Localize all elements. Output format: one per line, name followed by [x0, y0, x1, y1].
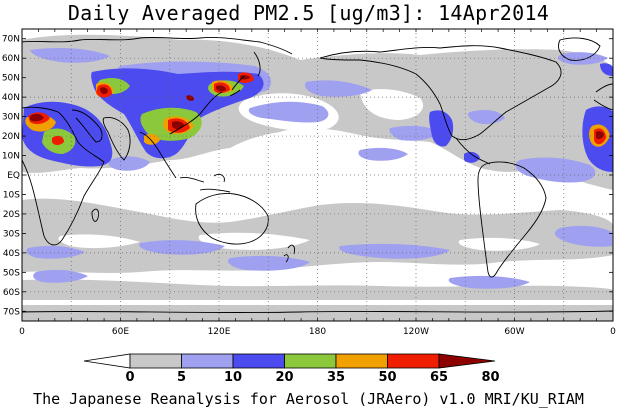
lon-label: 120W [403, 327, 429, 337]
colorbar-label: 5 [177, 370, 186, 385]
lon-label: 120E [208, 327, 231, 337]
lat-label: 70N [2, 35, 20, 45]
map-graticule [22, 29, 613, 321]
colorbar-swatch [284, 353, 337, 369]
lon-label: 60E [112, 327, 129, 337]
latitude-labels: 70N 60N 50N 40N 30N 20N 10N EQ 10S 20S 30S 40S 50S 60… [2, 35, 613, 317]
lat-label: 50S [3, 268, 20, 278]
colorbar-swatch [129, 353, 182, 369]
colorbar-over-triangle [438, 353, 496, 369]
lon-label: 60W [504, 327, 524, 337]
lat-label: 40N [2, 93, 20, 103]
lon-label: 0 [19, 327, 25, 337]
colorbar-label: 35 [327, 370, 345, 385]
lon-label: 180 [309, 327, 326, 337]
map-title: Daily Averaged PM2.5 [ug/m3]: 14Apr2014 [67, 1, 550, 25]
lat-label: 60S [3, 288, 20, 298]
lat-label: 30N [2, 113, 20, 123]
lat-label: 70S [3, 307, 20, 317]
lat-label: EQ [7, 171, 20, 181]
colorbar-swatch [181, 353, 234, 369]
lat-label: 20N [2, 132, 20, 142]
colorbar: 0 5 10 20 35 50 65 80 [83, 353, 500, 385]
lat-label: 10S [3, 190, 20, 200]
colorbar-swatch [335, 353, 388, 369]
colorbar-label: 80 [481, 370, 499, 385]
lat-label: 40S [3, 249, 20, 259]
lat-label: 20S [3, 210, 20, 220]
data-credit: The Japanese Reanalysis for Aerosol (JRA… [33, 390, 584, 408]
colorbar-label: 20 [275, 370, 293, 385]
lat-label: 50N [2, 74, 20, 84]
lat-label: 60N [2, 54, 20, 64]
colorbar-under-triangle [83, 353, 131, 369]
lon-label: 0 [610, 327, 616, 337]
lat-label: 30S [3, 229, 20, 239]
lat-label: 10N [2, 152, 20, 162]
colorbar-swatch [387, 353, 440, 369]
pm25-field [22, 29, 613, 321]
colorbar-swatch [232, 353, 285, 369]
pm25-level-80 [30, 75, 604, 139]
colorbar-label: 65 [430, 370, 448, 385]
pm25-level-10 [26, 48, 612, 289]
colorbar-label: 10 [224, 370, 242, 385]
colorbar-label: 0 [125, 370, 134, 385]
colorbar-label: 50 [378, 370, 396, 385]
longitude-labels: 0 60E 120E 180 120W 60W 0 [19, 29, 616, 337]
